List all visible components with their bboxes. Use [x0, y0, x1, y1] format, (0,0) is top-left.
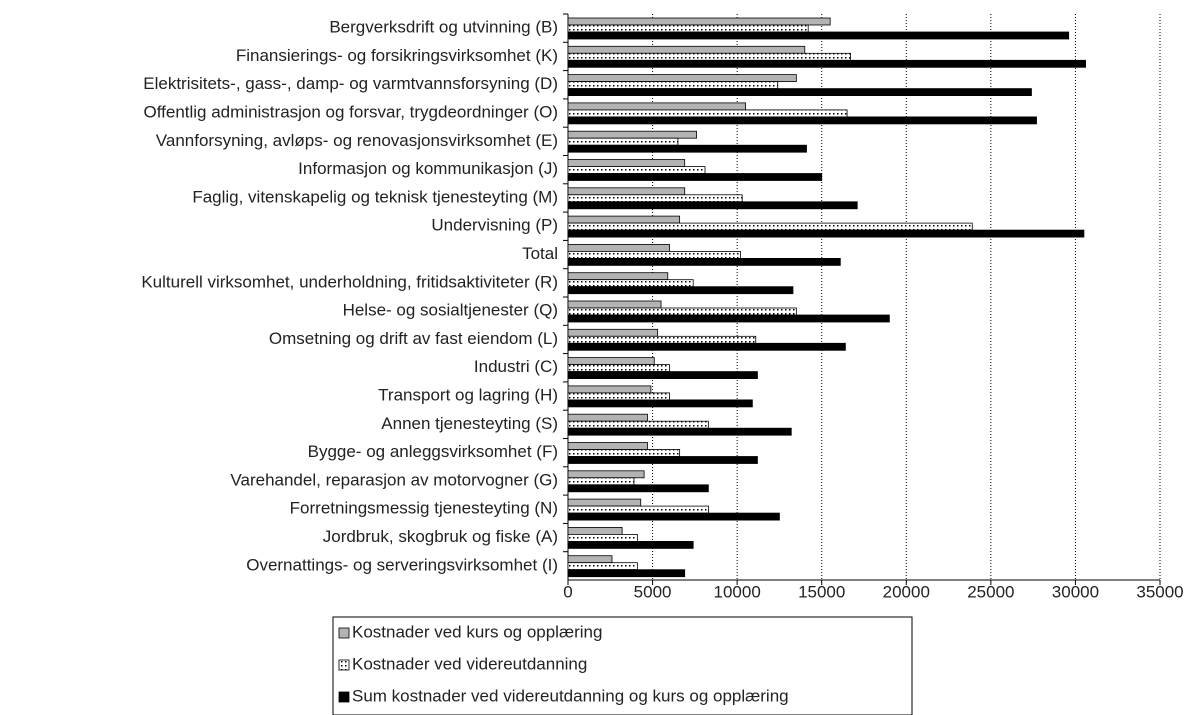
bar	[567, 250, 741, 259]
y-tick-label: Vannforsyning, avløps- og renovasjonsvir…	[156, 131, 558, 150]
y-tick-label: Informasjon og kommunikasjon (J)	[298, 159, 558, 178]
legend-box	[332, 616, 913, 715]
x-tick-label: 10000	[714, 582, 761, 601]
bar	[567, 357, 655, 366]
legend-label: Kostnader ved kurs og opplæring	[352, 622, 602, 641]
legend-swatch	[338, 659, 350, 671]
bar	[567, 201, 858, 210]
y-tick-label: Jordbruk, skogbruk og fiske (A)	[323, 527, 558, 546]
y-tick-label: Forretningsmessig tjenesteyting (N)	[290, 499, 558, 518]
x-tick-label: 30000	[1052, 582, 1099, 601]
bar	[567, 307, 797, 316]
bar	[567, 137, 679, 146]
bar	[567, 328, 659, 337]
y-tick-label: Kulturell virksomhet, underholdning, fri…	[141, 272, 558, 291]
bar	[567, 31, 1070, 40]
y-tick-label: Transport og lagring (H)	[378, 386, 558, 405]
bar	[567, 470, 645, 479]
bar	[567, 385, 652, 394]
bar	[567, 527, 623, 535]
bar	[567, 116, 1037, 125]
y-tick-label: Offentlig administrasjon og forsvar, try…	[144, 103, 559, 122]
y-tick-label: Finansierings- og forsikringsvirksomhet …	[236, 46, 558, 65]
bar	[567, 74, 797, 82]
bar	[567, 187, 686, 196]
bar	[567, 534, 638, 542]
bar	[567, 272, 669, 281]
bar	[567, 45, 806, 54]
y-tick-label: Elektrisitets-, gass-, damp- og varmtvan…	[143, 74, 558, 93]
y-tick-label: Faglig, vitenskapelig og teknisk tjenest…	[192, 187, 558, 206]
bar	[567, 392, 670, 401]
x-tick-label: 35000	[1136, 582, 1183, 601]
bar	[567, 52, 851, 61]
bar	[567, 222, 973, 231]
y-tick-label: Omsetning og drift av fast eiendom (L)	[269, 329, 558, 348]
y-tick-label: Helse- og sosialtjenester (Q)	[343, 301, 558, 320]
x-tick-label: 25000	[967, 582, 1014, 601]
bar	[567, 109, 848, 118]
bar	[567, 88, 1032, 96]
y-tick-label: Undervisning (P)	[431, 216, 558, 235]
bar	[567, 279, 694, 288]
x-tick-label: 0	[563, 582, 572, 601]
bar	[567, 159, 686, 167]
legend-label: Sum kostnader ved videreutdanning og kur…	[352, 686, 789, 705]
y-tick-label: Bergverksdrift og utvinning (B)	[329, 18, 558, 37]
y-tick-label: Industri (C)	[474, 357, 558, 376]
bar	[567, 24, 809, 33]
bar	[567, 342, 846, 351]
bar	[567, 505, 709, 514]
x-tick-label: 15000	[798, 582, 845, 601]
bar	[567, 484, 709, 493]
bar	[567, 569, 686, 578]
bar	[567, 215, 681, 224]
y-tick-label: Bygge- og anleggsvirksomhet (F)	[308, 442, 558, 461]
bar	[567, 371, 758, 380]
bar	[567, 498, 642, 507]
bar	[567, 243, 670, 252]
bar	[567, 59, 1086, 68]
bar	[567, 335, 757, 344]
x-tick-label: 5000	[634, 582, 672, 601]
bar	[567, 541, 694, 549]
bar	[567, 427, 792, 436]
y-tick-label: Total	[522, 244, 558, 263]
bar	[567, 300, 662, 309]
bar	[567, 314, 890, 323]
y-tick-label: Annen tjenesteyting (S)	[381, 414, 558, 433]
legend-swatch	[338, 627, 350, 639]
bar	[567, 229, 1085, 238]
bar	[567, 173, 823, 181]
bar	[567, 477, 635, 486]
bar	[567, 413, 648, 422]
bar	[567, 257, 841, 266]
x-tick-label: 20000	[883, 582, 930, 601]
bar	[567, 456, 758, 464]
bar	[567, 420, 709, 429]
bar	[567, 399, 753, 408]
bar	[567, 17, 831, 26]
bar	[567, 555, 613, 564]
y-tick-label: Varehandel, reparasjon av motorvogner (G…	[230, 470, 558, 489]
bar	[567, 194, 743, 203]
legend-label: Kostnader ved videreutdanning	[352, 654, 587, 673]
bar	[567, 442, 648, 450]
bar	[567, 364, 670, 373]
legend-swatch	[338, 691, 350, 703]
y-tick-label: Overnattings- og serveringsvirksomhet (I…	[246, 555, 558, 574]
bar	[567, 449, 681, 457]
bar	[567, 166, 706, 174]
bar	[567, 81, 779, 89]
bar	[567, 562, 638, 571]
bar	[567, 286, 794, 295]
bar	[567, 512, 780, 521]
bar	[567, 102, 747, 111]
bar	[567, 130, 697, 139]
bar	[567, 144, 807, 153]
